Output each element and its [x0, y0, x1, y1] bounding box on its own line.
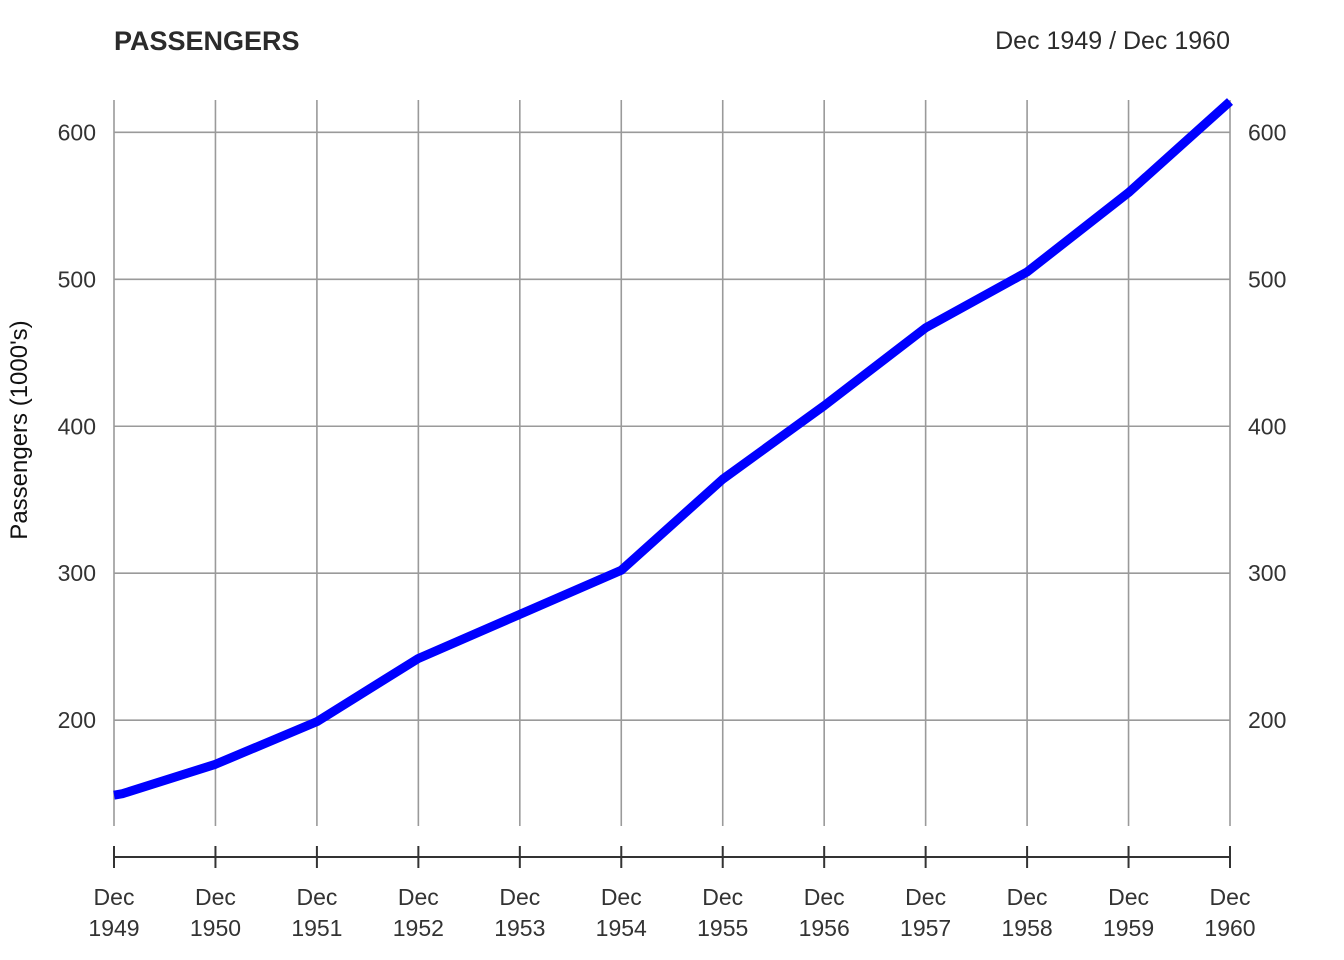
series-layer: [113, 98, 1234, 800]
x-tick-label-year: 1954: [596, 915, 647, 941]
x-tick-label-month: Dec: [1210, 884, 1251, 910]
x-tick-label-year: 1951: [291, 915, 342, 941]
y-tick-label-right: 200: [1248, 707, 1286, 733]
x-tick-label-month: Dec: [94, 884, 135, 910]
x-tick-label-month: Dec: [1007, 884, 1048, 910]
chart-title: PASSENGERS: [114, 26, 300, 56]
x-tick-label-month: Dec: [499, 884, 540, 910]
y-tick-label-left: 500: [58, 266, 96, 292]
x-tick-label-month: Dec: [1108, 884, 1149, 910]
y-tick-label-right: 600: [1248, 119, 1286, 145]
y-axis-label: Passengers (1000's): [6, 320, 33, 539]
x-tick-label-year: 1960: [1204, 915, 1255, 941]
x-tick-label-year: 1953: [494, 915, 545, 941]
x-tick-label-year: 1949: [88, 915, 139, 941]
y-tick-label-left: 300: [58, 560, 96, 586]
x-tick-label-year: 1950: [190, 915, 241, 941]
y-tick-label-left: 400: [58, 413, 96, 439]
y-tick-label-right: 400: [1248, 413, 1286, 439]
y-tick-label-right: 500: [1248, 266, 1286, 292]
x-tick-label-month: Dec: [398, 884, 439, 910]
x-tick-label-year: 1955: [697, 915, 748, 941]
x-tick-label-year: 1958: [1002, 915, 1053, 941]
x-axis: Dec 1949 Dec 1950 Dec 1951 Dec 1952 Dec 1953 Dec 19…: [88, 846, 1256, 941]
x-tick-label-month: Dec: [296, 884, 337, 910]
y-tick-label-left: 600: [58, 119, 96, 145]
series-line: [113, 98, 1234, 800]
x-tick-label-year: 1959: [1103, 915, 1154, 941]
y-axes: 200 200 300 300 400 400 500 500 600 600: [58, 119, 1287, 733]
x-tick-label-month: Dec: [905, 884, 946, 910]
x-tick-label-month: Dec: [702, 884, 743, 910]
x-tick-label-month: Dec: [601, 884, 642, 910]
x-tick-label-month: Dec: [195, 884, 236, 910]
date-range-label: Dec 1949 / Dec 1960: [995, 27, 1230, 55]
x-tick-label-year: 1952: [393, 915, 444, 941]
x-tick-label-year: 1957: [900, 915, 951, 941]
x-tick-label-month: Dec: [804, 884, 845, 910]
y-tick-label-left: 200: [58, 707, 96, 733]
y-tick-label-right: 300: [1248, 560, 1286, 586]
x-tick-label-year: 1956: [799, 915, 850, 941]
grid-lines: [113, 100, 1231, 826]
